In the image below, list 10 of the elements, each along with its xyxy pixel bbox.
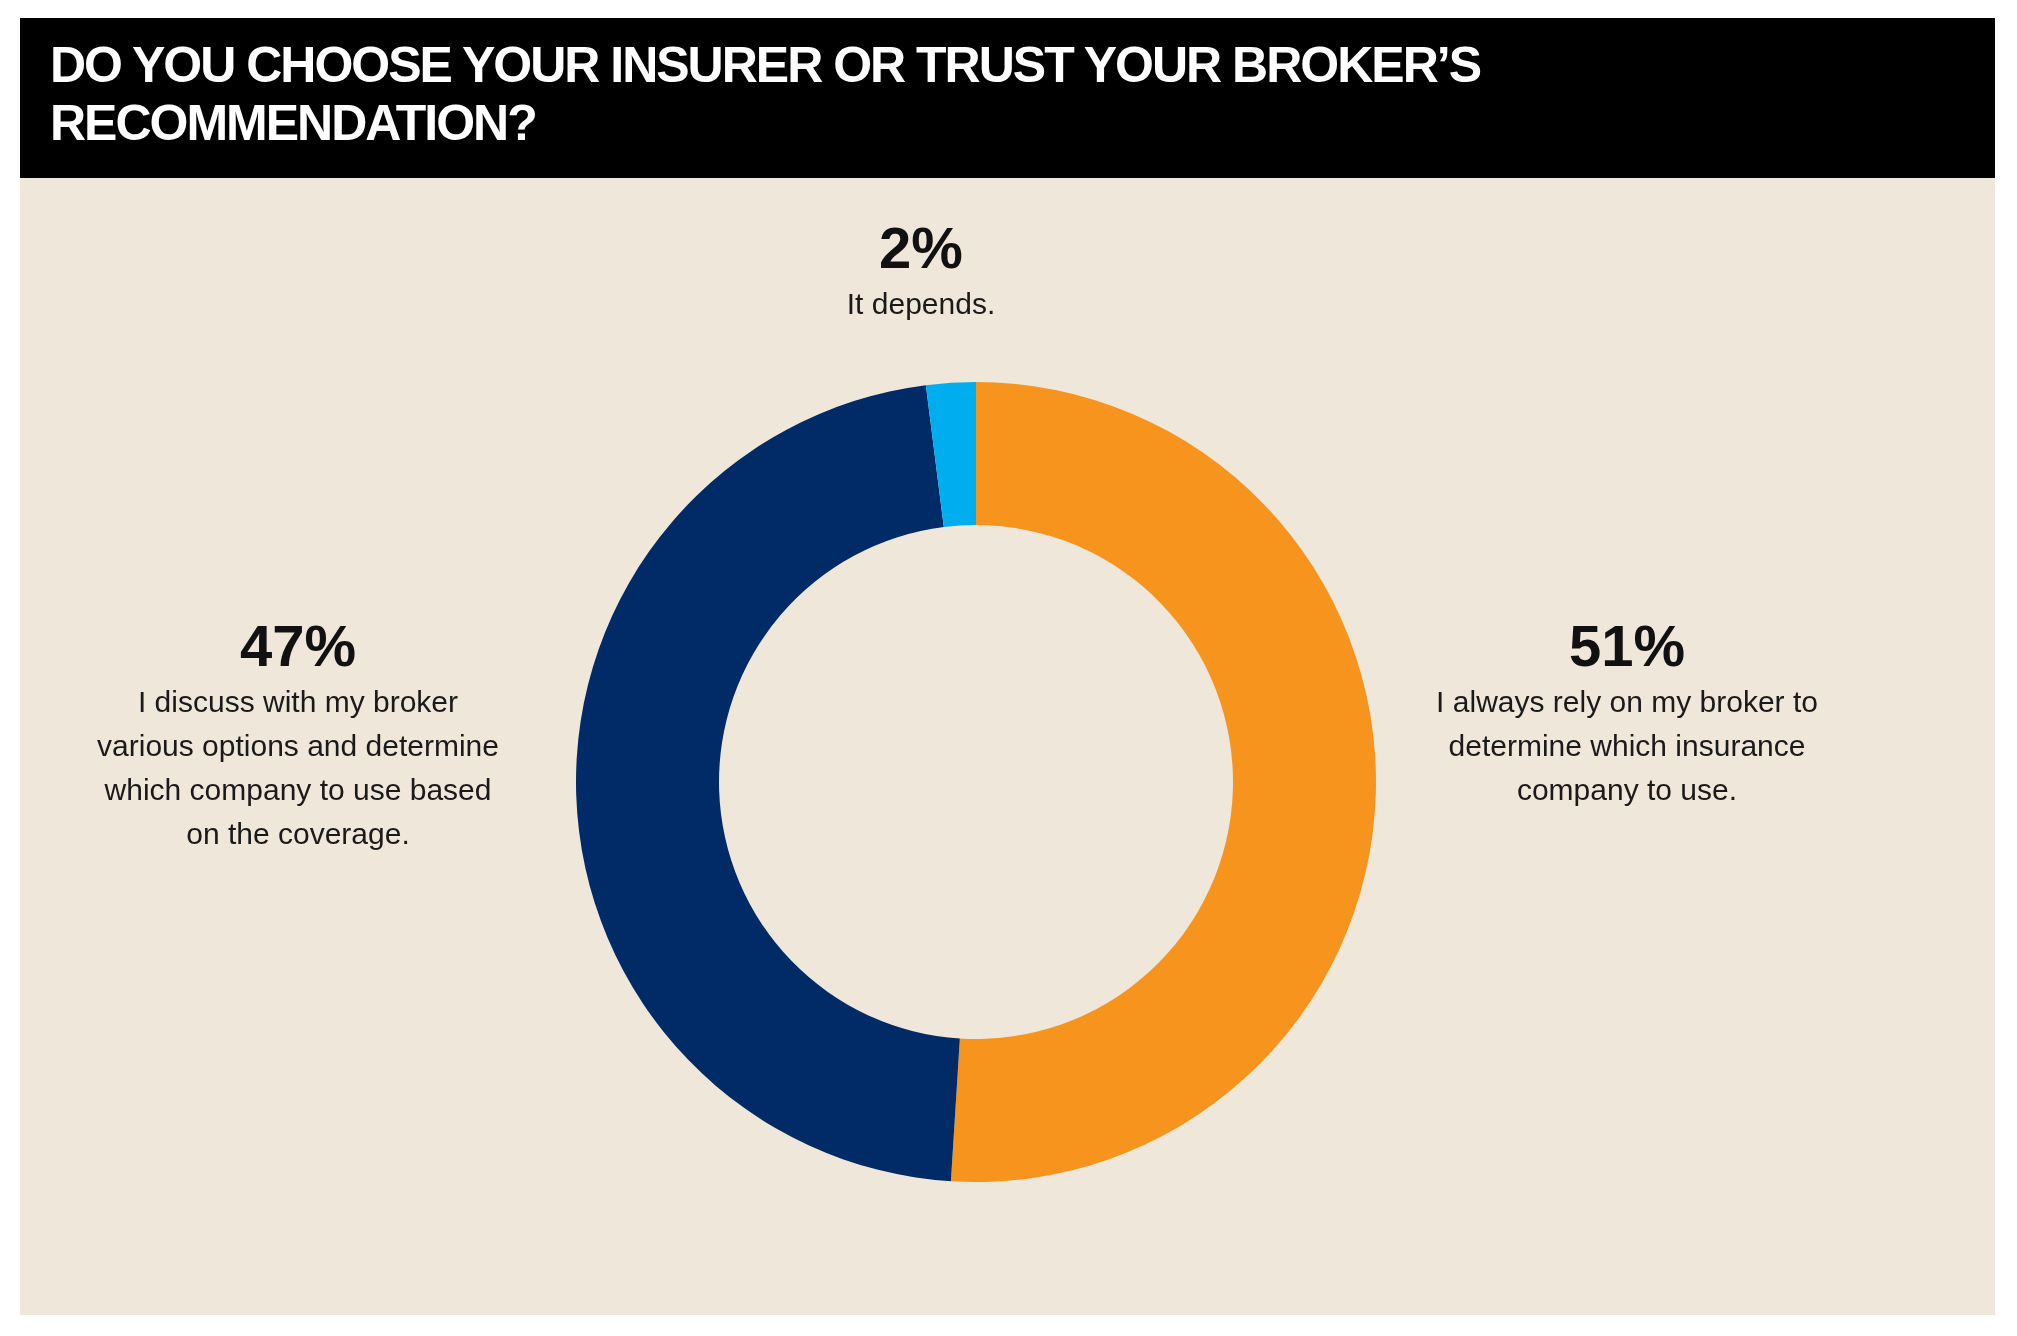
slice-label: I discuss with my broker various options and determine which company to use based on the coverage. — [97, 685, 499, 850]
donut-slice — [576, 385, 960, 1182]
slice-label: I always rely on my broker to determine which insurance company to use. — [1436, 685, 1818, 806]
data-label: 51% — [1568, 613, 1686, 678]
chart-title: DO YOU CHOOSE YOUR INSURER OR TRUST YOUR BROKER’S RECOMMENDATION? — [50, 36, 1481, 152]
donut-slice — [950, 382, 1376, 1182]
donut-slice — [925, 382, 976, 528]
slice-label: It depends. — [846, 287, 996, 320]
data-label: 2% — [879, 215, 963, 280]
data-label: 47% — [239, 613, 357, 678]
